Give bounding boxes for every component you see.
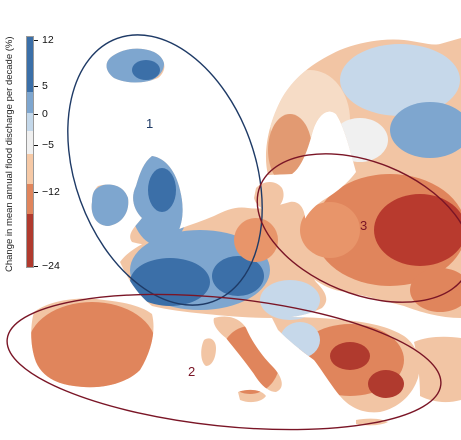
tick-mark — [34, 114, 38, 115]
colorbar-segment — [27, 184, 33, 215]
colorbar-segment — [27, 131, 33, 155]
region-label-1: 1 — [146, 116, 154, 131]
tick-mark — [34, 192, 38, 193]
tick-label: −12 — [42, 186, 60, 198]
tick-mark — [34, 266, 38, 267]
tick-label: 12 — [42, 34, 54, 46]
colorbar — [26, 36, 34, 268]
tick-label: 5 — [42, 80, 48, 92]
tick-mark — [34, 145, 38, 146]
colorbar-segment — [27, 214, 33, 267]
tick-mark — [34, 86, 38, 87]
colorbar-segment — [27, 37, 33, 93]
tick-label: −24 — [42, 260, 60, 272]
colorbar-segment — [27, 112, 33, 132]
colorbar-segment — [27, 92, 33, 113]
region-3-outline — [256, 153, 461, 303]
colorbar-segment — [27, 154, 33, 185]
tick-mark — [34, 40, 38, 41]
region-2-outline — [6, 293, 442, 431]
legend-title: Change in mean annual flood discharge pe… — [4, 36, 15, 272]
tick-label: −5 — [42, 139, 54, 151]
region-label-3: 3 — [360, 218, 368, 233]
legend: Change in mean annual flood discharge pe… — [0, 0, 70, 280]
tick-label: 0 — [42, 108, 48, 120]
region-label-2: 2 — [188, 364, 196, 379]
region-1-outline — [67, 34, 263, 306]
